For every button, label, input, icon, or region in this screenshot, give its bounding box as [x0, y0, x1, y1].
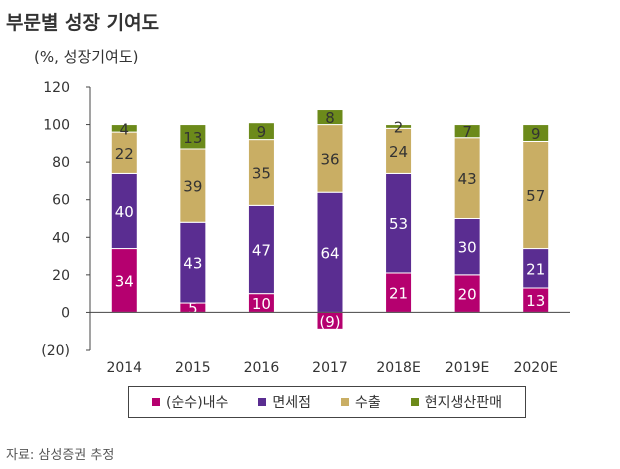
x-category-label: 2020E — [513, 360, 557, 376]
y-tick-label: (20) — [41, 343, 70, 359]
data-label-export: 24 — [389, 143, 408, 161]
legend-swatch-export — [340, 398, 349, 406]
x-category-label: 2015 — [175, 360, 211, 376]
data-label-local-sales: 9 — [531, 125, 541, 143]
unit-label: (%, 성장기여도) — [34, 48, 139, 66]
data-label-local-sales: 13 — [183, 129, 202, 147]
y-tick-label: 120 — [43, 80, 70, 96]
bar-segment-local-sales — [316, 109, 344, 126]
legend-swatch-domestic — [151, 398, 160, 406]
data-label-domestic: 34 — [115, 272, 134, 290]
bar-segment-duty-free — [179, 221, 207, 304]
data-label-duty-free: 64 — [320, 244, 339, 262]
legend-label-local-sales: 현지생산판매 — [424, 395, 502, 411]
data-label-domestic: (9) — [319, 313, 340, 331]
y-tick-label: 20 — [52, 268, 70, 284]
x-category-label: 2014 — [106, 360, 142, 376]
legend-item-local-sales: 현지생산판매 — [410, 392, 502, 412]
bar-segment-local-sales — [453, 124, 481, 139]
bar-segment-domestic — [453, 274, 481, 313]
bar-segment-export — [179, 148, 207, 223]
legend-label-export: 수출 — [354, 395, 381, 411]
data-label-duty-free: 30 — [458, 239, 477, 257]
data-label-duty-free: 47 — [252, 241, 271, 259]
legend-item-export: 수출 — [340, 392, 381, 412]
bar-segment-export — [316, 124, 344, 193]
data-label-local-sales: 7 — [462, 123, 472, 141]
data-label-local-sales: 4 — [120, 120, 130, 138]
bar-segment-export — [110, 131, 138, 174]
x-category-label: 2017 — [312, 360, 348, 376]
data-label-export: 43 — [458, 170, 477, 188]
data-label-duty-free: 53 — [389, 215, 408, 233]
y-tick-label: 60 — [52, 193, 70, 209]
data-label-duty-free: 40 — [115, 203, 134, 221]
legend-item-duty-free: 면세점 — [258, 392, 311, 412]
bar-segment-duty-free — [316, 191, 344, 313]
data-label-domestic: 20 — [458, 286, 477, 304]
y-tick-label: 40 — [52, 230, 70, 246]
source-note: 자료: 삼성증권 추정 — [6, 448, 115, 463]
chart-title: 부문별 성장 기여도 — [6, 12, 160, 34]
bar-segment-duty-free — [247, 204, 275, 295]
data-label-export: 36 — [320, 150, 339, 168]
data-label-domestic: 13 — [526, 292, 545, 310]
bar-segment-local-sales — [522, 124, 550, 142]
y-tick-label: 0 — [61, 305, 70, 321]
bar-segment-domestic — [110, 248, 138, 313]
bar-segment-duty-free — [385, 172, 413, 274]
data-label-domestic: 21 — [389, 285, 408, 303]
x-category-label: 2016 — [244, 360, 280, 376]
bar-segment-export — [522, 140, 550, 250]
data-label-export: 35 — [252, 164, 271, 182]
data-label-duty-free: 21 — [526, 260, 545, 278]
bar-segment-local-sales — [110, 124, 138, 133]
x-category-label: 2019E — [445, 360, 489, 376]
legend-item-domestic: (순수)내수 — [151, 392, 229, 412]
y-tick-label: 100 — [43, 118, 70, 134]
legend-label-duty-free: 면세점 — [272, 395, 312, 411]
data-label-local-sales: 2 — [394, 118, 404, 136]
data-label-local-sales: 9 — [257, 123, 267, 141]
bar-segment-local-sales — [385, 124, 413, 129]
x-category-label: 2018E — [376, 360, 420, 376]
data-label-local-sales: 8 — [325, 109, 335, 127]
data-label-export: 39 — [183, 178, 202, 196]
data-label-duty-free: 43 — [183, 255, 202, 273]
data-label-export: 57 — [526, 187, 545, 205]
legend: (순수)내수 면세점 수출 현지생산판매 — [128, 386, 526, 418]
legend-swatch-local-sales — [410, 398, 419, 406]
bar-segment-local-sales — [247, 122, 275, 141]
data-label-domestic: 5 — [188, 300, 198, 318]
data-label-domestic: 10 — [252, 295, 271, 313]
bar-segment-local-sales — [179, 124, 207, 150]
bar-segment-duty-free — [110, 172, 138, 250]
y-tick-label: 80 — [52, 155, 70, 171]
bar-segment-duty-free — [522, 248, 550, 289]
data-label-export: 22 — [115, 145, 134, 163]
legend-swatch-duty-free — [258, 398, 267, 406]
bar-segment-export — [247, 139, 275, 206]
legend-label-domestic: (순수)내수 — [165, 395, 229, 411]
